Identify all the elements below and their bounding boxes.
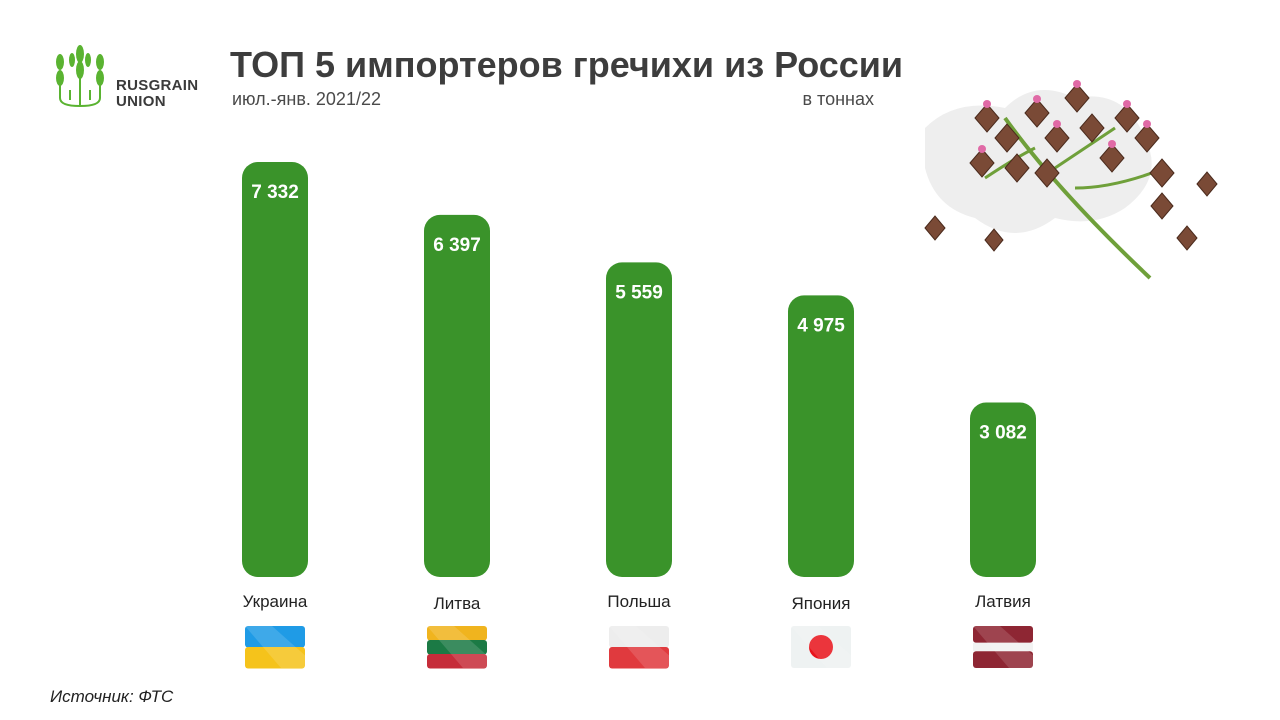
rusgrain-union-logo: RUSGRAIN UNION [52,40,212,112]
bar [424,214,490,577]
category-label: Япония [791,594,850,613]
units-label: в тоннах [802,89,874,109]
poland-flag-icon [609,626,669,669]
buckwheat-illustration [924,80,1218,280]
bar [606,262,672,577]
logo-text: RUSGRAIN UNION [116,78,216,110]
category-label: Польша [607,592,671,611]
latvia-flag-icon [973,626,1033,668]
ukraine-flag-icon [245,626,305,669]
chart-subtitle: июл.-янв. 2021/22 [232,89,381,109]
lithuania-flag-icon [427,626,487,669]
bar-value-label: 7 332 [251,182,299,203]
category-label: Латвия [975,592,1031,611]
japan-flag-icon [791,626,851,668]
bar [788,295,854,577]
category-label: Украина [243,592,308,611]
bar [970,402,1036,577]
chart-title: ТОП 5 импортеров гречихи из России [230,44,904,85]
bar-value-label: 5 559 [615,282,663,303]
bar-value-label: 3 082 [979,423,1027,444]
bar-value-label: 4 975 [797,315,845,336]
source-note: Источник: ФТС [50,687,174,706]
wheat-icon [56,45,104,108]
bar [242,162,308,577]
logo-line-2: UNION [116,93,166,110]
logo-line-1: RUSGRAIN [116,77,199,94]
category-label: Литва [434,594,481,613]
bar-value-label: 6 397 [433,235,481,256]
